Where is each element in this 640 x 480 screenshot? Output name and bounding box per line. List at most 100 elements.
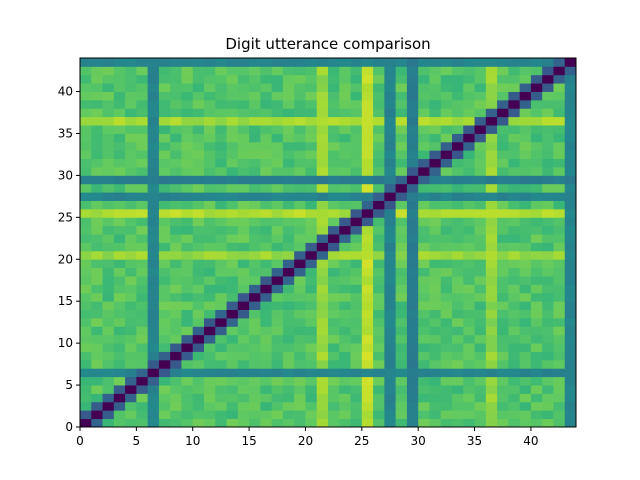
- heatmap-cell: [102, 292, 115, 302]
- heatmap-cell: [564, 301, 577, 310]
- heatmap-cell: [102, 99, 115, 109]
- heatmap-cell: [530, 183, 543, 193]
- heatmap-cell: [350, 74, 363, 84]
- heatmap-cell: [463, 150, 475, 160]
- heatmap-cell: [474, 200, 487, 210]
- heatmap-cell: [542, 91, 554, 101]
- heatmap-cell: [215, 158, 227, 168]
- heatmap-cell: [80, 418, 92, 428]
- heatmap-cell: [508, 242, 521, 252]
- heatmap-cell: [542, 83, 554, 92]
- heatmap-cell: [497, 66, 509, 76]
- heatmap-cell: [215, 133, 227, 143]
- heatmap-cell: [452, 393, 464, 403]
- heatmap-cell: [80, 284, 92, 294]
- heatmap-cell: [519, 351, 532, 361]
- heatmap-cell: [497, 385, 509, 394]
- heatmap-cell: [192, 326, 205, 336]
- heatmap-cell: [395, 74, 408, 84]
- heatmap-cell: [249, 309, 261, 319]
- heatmap-cell: [158, 167, 171, 176]
- heatmap-cell: [113, 192, 126, 201]
- heatmap-cell: [519, 267, 532, 277]
- heatmap-cell: [282, 66, 295, 76]
- heatmap-cell: [125, 250, 137, 260]
- heatmap-cell: [485, 217, 498, 227]
- heatmap-cell: [429, 234, 442, 243]
- heatmap-cell: [406, 368, 419, 378]
- heatmap-cell: [384, 167, 397, 176]
- heatmap-cell: [170, 217, 182, 227]
- heatmap-cell: [102, 301, 115, 310]
- heatmap-cell: [147, 200, 160, 210]
- heatmap-cell: [339, 267, 351, 277]
- heatmap-cell: [418, 385, 430, 394]
- heatmap-cell: [339, 284, 351, 294]
- heatmap-cell: [215, 317, 227, 327]
- heatmap-cell: [271, 376, 284, 386]
- heatmap-cell: [249, 351, 261, 361]
- heatmap-cell: [328, 66, 340, 76]
- heatmap-cell: [553, 309, 566, 319]
- heatmap-cell: [542, 108, 554, 118]
- heatmap-cell: [429, 309, 442, 319]
- heatmap-cell: [113, 208, 126, 218]
- heatmap-cell: [418, 343, 430, 352]
- heatmap-cell: [181, 150, 194, 160]
- heatmap-cell: [102, 368, 115, 378]
- heatmap-cell: [80, 250, 92, 260]
- heatmap-cell: [80, 401, 92, 411]
- heatmap-cell: [395, 83, 408, 92]
- heatmap-cell: [406, 83, 419, 92]
- heatmap-cell: [508, 343, 521, 352]
- heatmap-cell: [181, 133, 194, 143]
- heatmap-cell: [125, 376, 137, 386]
- heatmap-cell: [170, 267, 182, 277]
- heatmap-cell: [204, 183, 216, 193]
- heatmap-cell: [350, 141, 363, 151]
- heatmap-cell: [147, 351, 160, 361]
- heatmap-cell: [542, 418, 554, 428]
- heatmap-cell: [384, 183, 397, 193]
- heatmap-cell: [406, 108, 419, 118]
- heatmap-cell: [373, 133, 385, 143]
- heatmap-cell: [452, 292, 464, 302]
- heatmap-cell: [350, 83, 363, 92]
- heatmap-cell: [294, 393, 306, 403]
- heatmap-cell: [452, 125, 464, 134]
- heatmap-cell: [530, 418, 543, 428]
- heatmap-cell: [508, 66, 521, 76]
- heatmap-cell: [204, 317, 216, 327]
- heatmap-cell: [474, 292, 487, 302]
- heatmap-cell: [271, 183, 284, 193]
- heatmap-cell: [215, 225, 227, 235]
- heatmap-cell: [271, 385, 284, 394]
- heatmap-cell: [305, 242, 318, 252]
- heatmap-cell: [418, 217, 430, 227]
- heatmap-cell: [564, 259, 577, 269]
- heatmap-cell: [429, 317, 442, 327]
- heatmap-cell: [260, 334, 273, 344]
- heatmap-cell: [339, 167, 351, 176]
- heatmap-cell: [282, 343, 295, 352]
- heatmap-cell: [170, 301, 182, 310]
- heatmap-cell: [249, 83, 261, 92]
- heatmap-cell: [452, 133, 464, 143]
- heatmap-cell: [147, 83, 160, 92]
- heatmap-cell: [181, 385, 194, 394]
- heatmap-cell: [102, 334, 115, 344]
- heatmap-cell: [125, 385, 137, 394]
- heatmap-cell: [395, 301, 408, 310]
- heatmap-cell: [125, 317, 137, 327]
- heatmap-cell: [136, 301, 149, 310]
- heatmap-cell: [282, 284, 295, 294]
- heatmap-cell: [316, 133, 329, 143]
- heatmap-cell: [125, 58, 137, 67]
- heatmap-cell: [91, 167, 103, 176]
- heatmap-cell: [260, 393, 273, 403]
- heatmap-cell: [463, 326, 475, 336]
- heatmap-cell: [91, 343, 103, 352]
- heatmap-cell: [192, 158, 205, 168]
- heatmap-cell: [440, 183, 453, 193]
- heatmap-cell: [339, 343, 351, 352]
